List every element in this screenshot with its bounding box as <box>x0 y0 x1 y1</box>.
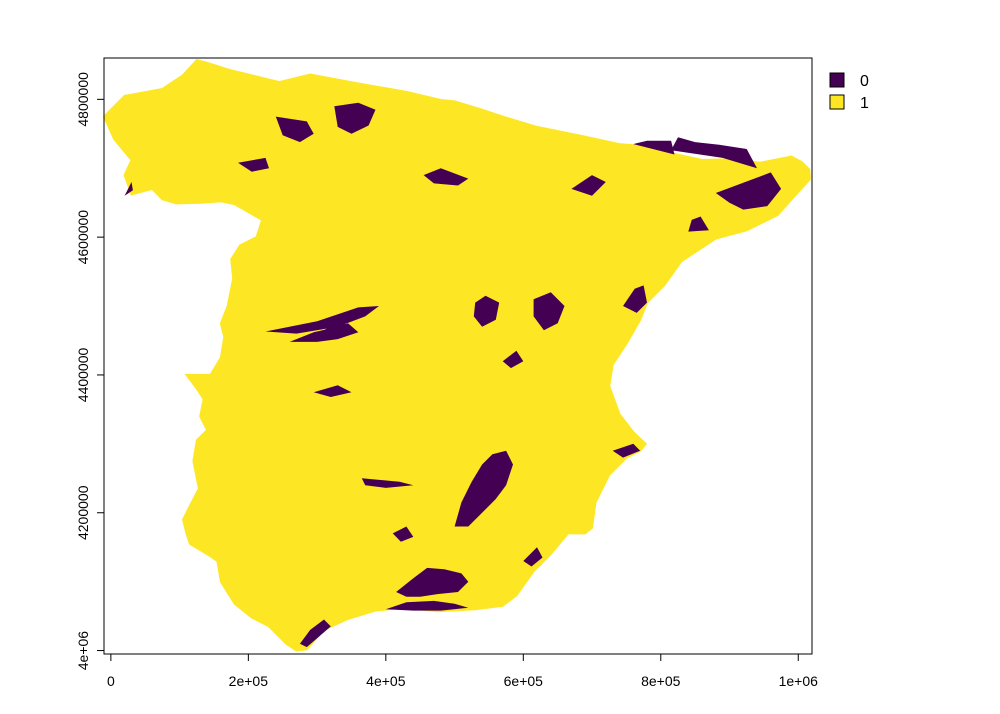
patch-value-0 <box>385 600 469 611</box>
patch-value-0 <box>275 116 314 143</box>
patch-value-0 <box>324 321 352 338</box>
x-tick-label: 4e+05 <box>366 673 406 689</box>
patch-value-0 <box>334 102 376 134</box>
x-tick-label: 0 <box>107 673 115 689</box>
y-tick-label: 4800000 <box>75 72 91 127</box>
patch-value-0 <box>265 306 379 334</box>
y-tick-label: 4200000 <box>75 485 91 540</box>
patch-value-0 <box>124 182 133 196</box>
patch-value-0 <box>454 450 513 527</box>
patch-value-0 <box>623 285 647 313</box>
y-tick-label: 4400000 <box>75 347 91 402</box>
patch-value-0 <box>612 443 641 458</box>
x-tick-label: 6e+05 <box>504 673 544 689</box>
x-axis: 0 2e+05 4e+05 6e+05 8e+05 1e+06 <box>107 653 819 689</box>
patch-value-0 <box>502 350 524 369</box>
patch-value-0 <box>238 157 269 172</box>
legend-label: 1 <box>860 95 869 112</box>
patch-value-0 <box>688 216 709 232</box>
patch-value-0 <box>313 385 352 397</box>
patch-value-0 <box>299 619 331 648</box>
map-layer <box>102 58 811 652</box>
patch-value-0 <box>715 172 782 210</box>
patch-value-0 <box>423 168 469 186</box>
x-tick-label: 8e+05 <box>641 673 681 689</box>
y-tick-label: 4600000 <box>75 210 91 265</box>
patch-value-0 <box>533 292 565 331</box>
legend-label: 0 <box>860 73 869 90</box>
patch-value-0 <box>361 478 414 488</box>
patch-value-0 <box>396 567 469 597</box>
patch-value-0 <box>473 295 500 327</box>
legend-swatch <box>829 94 845 110</box>
x-tick-label: 2e+05 <box>229 673 269 689</box>
legend: 01 <box>829 72 869 112</box>
patch-value-0 <box>392 526 414 542</box>
legend-swatch <box>829 72 845 88</box>
patch-value-0 <box>671 137 757 169</box>
patch-value-0 <box>571 175 606 196</box>
patch-value-0 <box>633 140 675 155</box>
y-axis: 4e+06 4200000 4400000 4600000 4800000 <box>75 72 105 671</box>
x-tick-label: 1e+06 <box>779 673 819 689</box>
y-tick-label: 4e+06 <box>75 631 91 671</box>
patch-value-0 <box>523 547 543 567</box>
land-region-value-1 <box>102 58 811 652</box>
patch-layer <box>124 102 782 648</box>
